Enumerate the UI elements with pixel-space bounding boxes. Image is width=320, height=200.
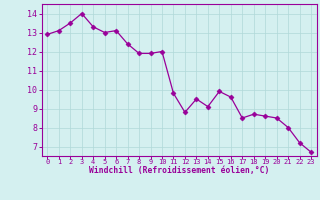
X-axis label: Windchill (Refroidissement éolien,°C): Windchill (Refroidissement éolien,°C) [89,166,269,175]
